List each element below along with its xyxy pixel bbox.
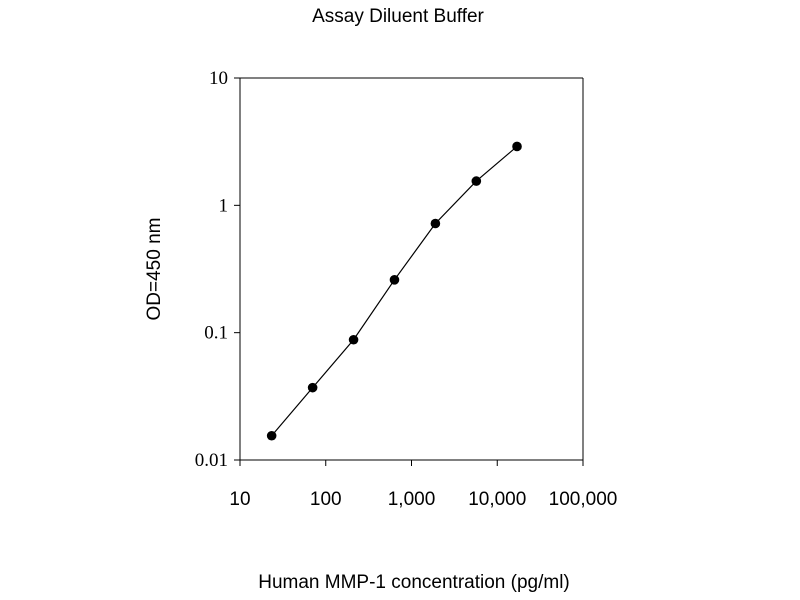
y-tick-label: 1: [219, 195, 229, 216]
data-point: [430, 218, 441, 229]
x-tick-label: 100,000: [549, 489, 618, 510]
data-point: [266, 430, 277, 441]
data-point: [512, 141, 522, 152]
data-point: [389, 275, 400, 285]
x-axis-tick-labels: 10 100 1,000 10,000 100,000: [229, 489, 617, 510]
x-axis-ticks: [239, 460, 584, 466]
x-tick-label: 10: [229, 489, 250, 510]
y-axis-label: OD=450 nm: [144, 218, 165, 321]
plot-area: [239, 77, 584, 461]
data-point: [471, 176, 482, 186]
x-axis-label: Human MMP-1 concentration (pg/ml): [258, 572, 570, 593]
x-tick-label: 100: [310, 489, 342, 510]
y-tick-label: 0.1: [204, 323, 228, 344]
x-tick-label: 10,000: [468, 489, 526, 510]
data-series: [266, 141, 522, 441]
y-tick-label: 0.01: [195, 450, 228, 471]
chart-title: Assay Diluent Buffer: [312, 6, 484, 27]
y-axis-tick-labels: 0.01 0.1 1 10: [195, 68, 228, 471]
y-tick-label: 10: [209, 68, 228, 89]
data-point: [348, 334, 359, 345]
series-line: [271, 145, 518, 437]
data-point: [307, 382, 318, 393]
y-axis-ticks: [234, 77, 240, 461]
x-tick-label: 1,000: [388, 489, 436, 510]
